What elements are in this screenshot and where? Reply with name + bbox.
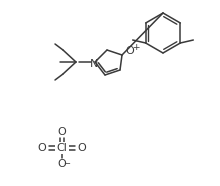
Text: +: + bbox=[132, 42, 140, 52]
Text: O: O bbox=[38, 143, 46, 153]
Text: O: O bbox=[78, 143, 86, 153]
Text: −: − bbox=[64, 160, 70, 169]
Text: O: O bbox=[126, 46, 134, 56]
Text: Cl: Cl bbox=[57, 143, 68, 153]
Text: N: N bbox=[90, 59, 98, 69]
Text: O: O bbox=[58, 159, 66, 169]
Text: O: O bbox=[58, 127, 66, 137]
